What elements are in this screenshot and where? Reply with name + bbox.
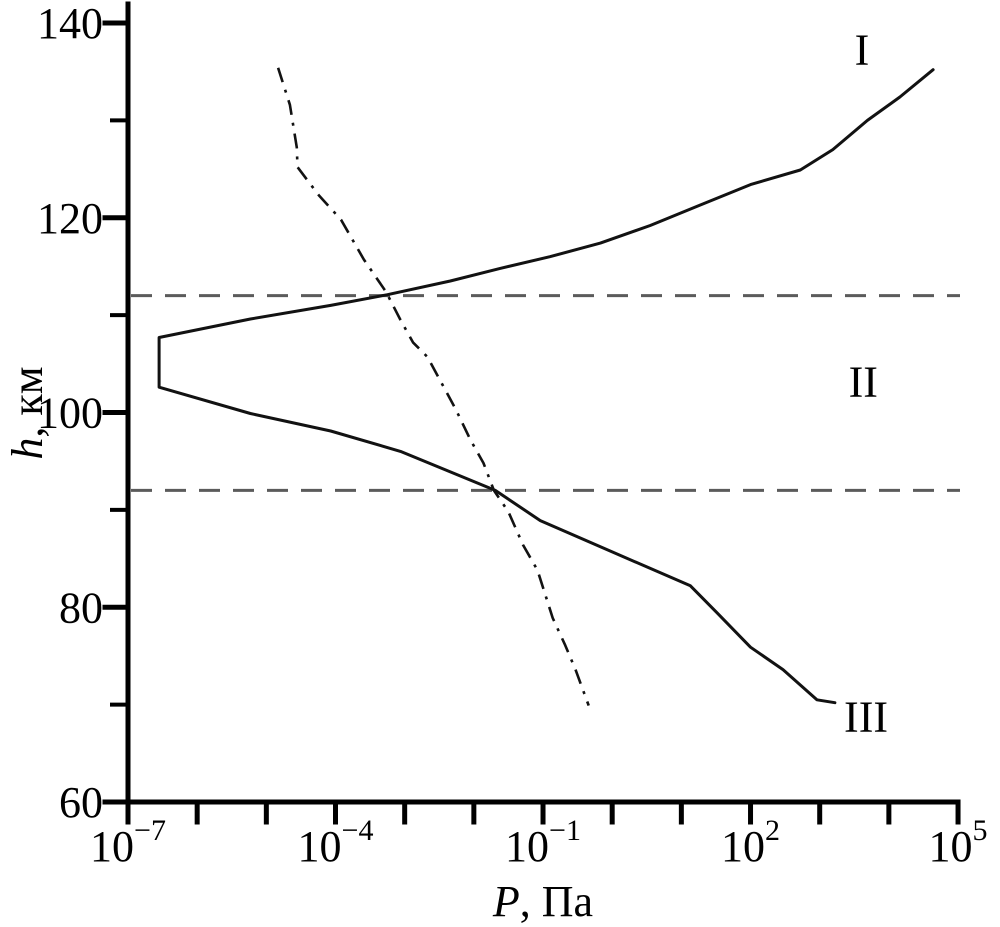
tick-labels-layer: 60 80 100 120 140 10−7 10−4 10−1 102 105 — [37, 0, 988, 871]
y-tick-label: 60 — [59, 778, 103, 827]
x-tick-label: 10−1 — [505, 814, 581, 871]
y-tick-label: 140 — [37, 0, 103, 48]
x-tick-label: 10−7 — [90, 814, 166, 871]
y-tick-label: 80 — [59, 583, 103, 632]
solid-curve-I-III — [157, 68, 935, 705]
dash-dot-curve — [276, 67, 590, 707]
x-tick-label: 105 — [929, 814, 988, 871]
curves-layer — [131, 67, 960, 707]
x-axis-title: P, Па — [492, 877, 593, 926]
region-label-I: I — [855, 25, 870, 74]
axes-layer — [102, 1, 961, 825]
x-tick-label: 102 — [721, 814, 780, 871]
x-tick-label: 10−4 — [298, 814, 374, 871]
y-axis-title: h, км — [3, 366, 52, 459]
region-label-III: III — [844, 692, 888, 741]
region-label-II: II — [849, 357, 878, 406]
y-tick-label: 100 — [37, 389, 103, 438]
y-tick-label: 120 — [37, 194, 103, 243]
